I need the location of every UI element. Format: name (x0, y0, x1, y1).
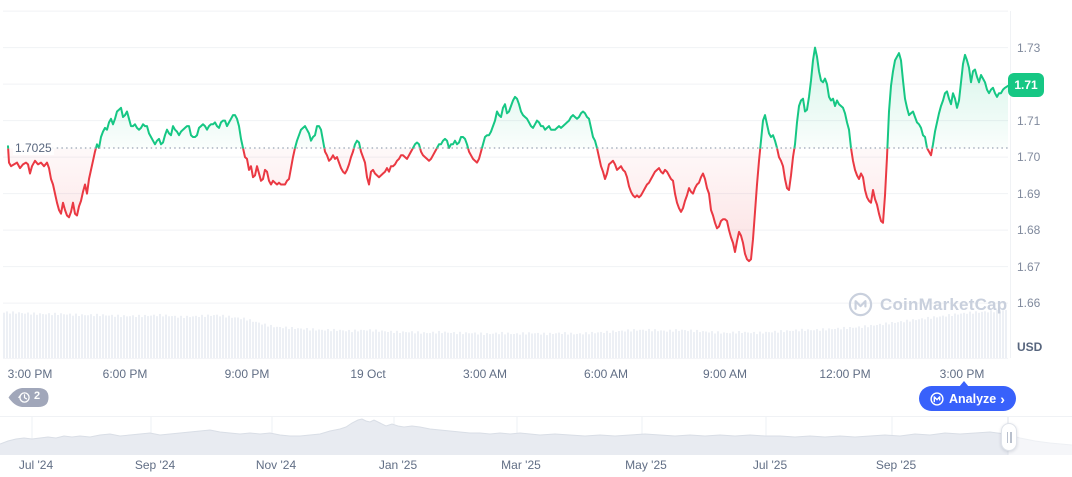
minimap-range-selector[interactable] (0, 417, 1072, 455)
x-axis-label: 6:00 AM (583, 367, 629, 381)
analyze-button[interactable]: Analyze › (919, 381, 1016, 411)
minimap-label: Jul '24 (18, 458, 54, 472)
y-axis-label: 1.70 (1017, 150, 1041, 165)
watermark-text: CoinMarketCap (880, 294, 1008, 314)
minimap-label: May '25 (625, 458, 667, 472)
analyze-label: Analyze (949, 391, 997, 406)
history-count-badge: 2 (34, 390, 41, 402)
baseline-price-label: 1.7025 (13, 141, 54, 155)
minimap-label: Nov '24 (255, 458, 297, 472)
minimap-label: Mar '25 (501, 458, 541, 472)
y-axis-label: 1.67 (1017, 259, 1041, 274)
x-axis-label: 19 Oct (350, 367, 386, 381)
x-axis-label: 9:00 AM (702, 367, 748, 381)
coinmarketcap-logo-icon (848, 292, 873, 317)
x-axis-label: 3:00 PM (939, 367, 985, 381)
minimap-label: Jul '25 (752, 458, 788, 472)
x-axis-label: 6:00 PM (102, 367, 148, 381)
x-axis-label: 3:00 AM (462, 367, 508, 381)
replay-history-button[interactable]: 2 (8, 386, 49, 409)
current-price-badge: 1.71 (1008, 73, 1044, 97)
y-axis-label: 1.73 (1017, 40, 1041, 55)
minimap-handle[interactable] (1001, 423, 1017, 451)
minimap-label: Jan '25 (378, 458, 418, 472)
y-axis-label: 1.71 (1017, 113, 1041, 128)
x-axis-label: 12:00 PM (819, 367, 871, 381)
x-axis-label: 3:00 PM (7, 367, 53, 381)
history-clock-icon (8, 388, 49, 407)
axis-unit-label: USD (1017, 340, 1043, 354)
y-axis-label: 1.69 (1017, 186, 1041, 201)
minimap-label: Sep '25 (875, 458, 917, 472)
x-axis-label: 9:00 PM (224, 367, 270, 381)
chevron-right-icon: › (1000, 390, 1005, 407)
cmc-logo-icon (930, 391, 944, 406)
y-axis-label: 1.68 (1017, 223, 1041, 238)
minimap-label: Sep '24 (134, 458, 176, 472)
watermark: CoinMarketCap (848, 292, 1007, 317)
y-axis-label: 1.66 (1017, 296, 1041, 311)
